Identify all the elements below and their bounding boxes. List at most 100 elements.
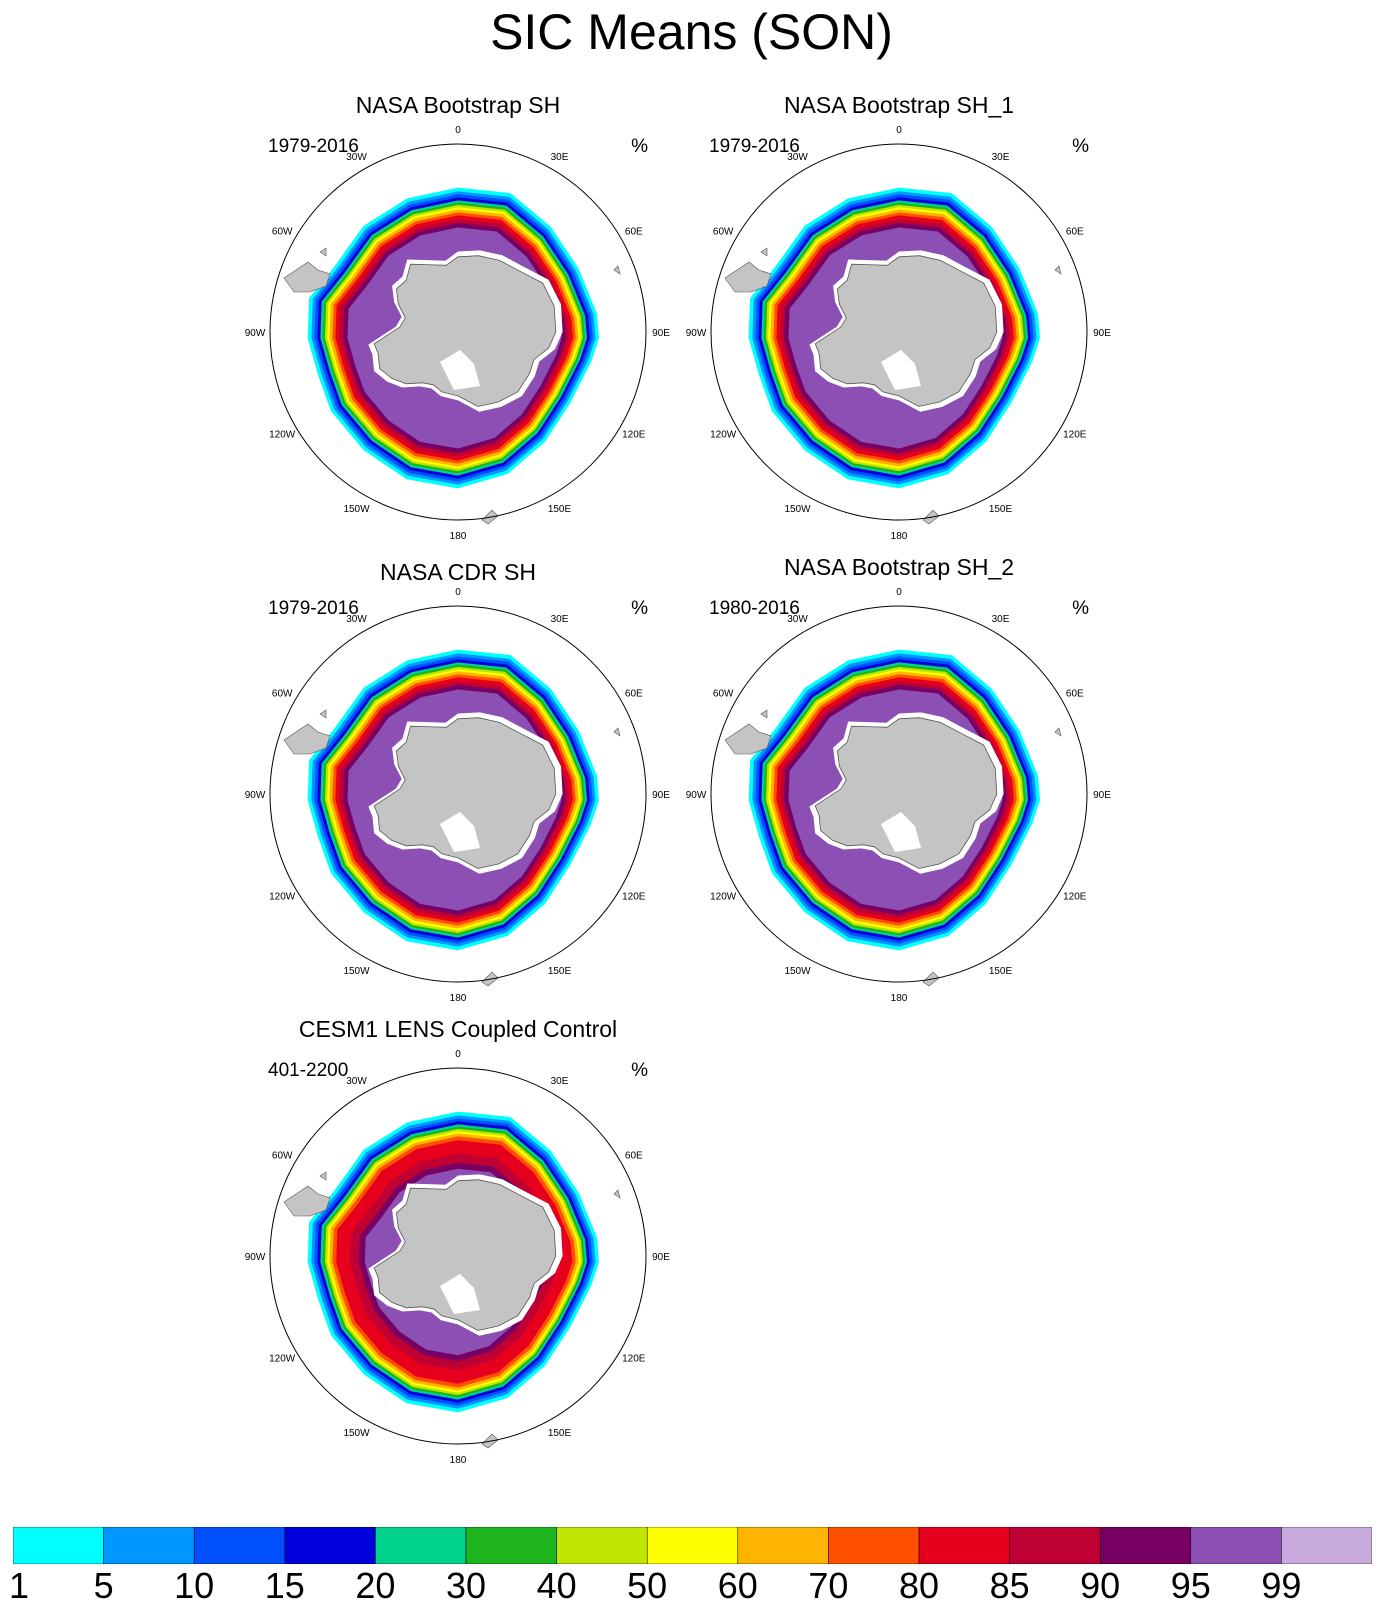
- colorbar-tick-label: 99: [1261, 1565, 1302, 1606]
- colorbar-tick-label: 80: [898, 1565, 940, 1606]
- longitude-label: 30E: [992, 152, 1010, 163]
- longitude-label: 60E: [1066, 689, 1084, 700]
- longitude-label: 120E: [622, 1354, 646, 1365]
- antarctica-landmass: [814, 255, 998, 407]
- panel-unit: %: [631, 598, 648, 619]
- kerguelen-island: [613, 727, 621, 737]
- longitude-label: 30W: [346, 1076, 367, 1087]
- colorbar-tick-label: 1: [8, 1565, 30, 1606]
- colorbar-box: [556, 1527, 648, 1564]
- longitude-label: 90W: [245, 1252, 266, 1263]
- longitude-label: 150E: [989, 966, 1013, 977]
- longitude-label: 150E: [548, 1428, 572, 1439]
- longitude-label: 150W: [343, 966, 370, 977]
- falkland-islands: [319, 1171, 327, 1181]
- antarctica-landmass: [373, 255, 557, 407]
- longitude-label: 150W: [784, 504, 811, 515]
- longitude-label: 180: [450, 993, 467, 1004]
- longitude-label: 0: [896, 125, 902, 136]
- longitude-label: 0: [455, 125, 461, 136]
- longitude-label: 90E: [652, 328, 670, 339]
- colorbar-box: [193, 1527, 286, 1564]
- ross-ice-shelf: [881, 812, 921, 852]
- panel-unit: %: [1072, 136, 1089, 157]
- map-boundary: [269, 143, 647, 521]
- colorbar-tick-label: 70: [808, 1565, 849, 1606]
- colorbar-labels: 1 5 10 15 20 30 40 50 60 70 80 85 90 95 99: [0, 1566, 1383, 1609]
- panel-title: CESM1 LENS Coupled Control: [298, 1016, 618, 1042]
- colorbar-box: [1099, 1527, 1192, 1564]
- polar-map: 0 30E 60E 90E 120E 150E 180 150W 120W 90W 60W 30W: [245, 587, 671, 1004]
- longitude-label: 120E: [622, 430, 646, 441]
- colorbar-tick-label: 90: [1080, 1565, 1121, 1606]
- panel-unit: %: [631, 136, 648, 157]
- kerguelen-island: [613, 265, 621, 275]
- colorbar-tick-label: 95: [1170, 1565, 1211, 1606]
- ross-ice-shelf: [440, 1274, 480, 1314]
- colorbar-tick-label: 85: [989, 1565, 1030, 1606]
- panel-unit: %: [631, 1060, 648, 1081]
- longitude-label: 0: [455, 587, 461, 598]
- longitude-label: 60E: [1066, 227, 1084, 238]
- panel-title: NASA Bootstrap SH_1: [783, 92, 1015, 118]
- polar-map: 0 30E 60E 90E 120E 150E 180 150W 120W 90W 60W 30W: [686, 125, 1112, 542]
- longitude-label: 120W: [269, 1354, 296, 1365]
- map-panel-nasa-cdr-sh: NASA CDR SH 1979-2016 % 0 30E 60E 90E 120E 15…: [245, 554, 671, 1024]
- longitude-label: 60W: [713, 227, 734, 238]
- panel-period: 1979-2016: [709, 136, 800, 157]
- colorbar-tick-label: 15: [264, 1565, 305, 1606]
- ross-ice-shelf: [881, 350, 921, 390]
- longitude-label: 30W: [346, 614, 367, 625]
- colorbar-tick-label: 40: [536, 1565, 577, 1606]
- map-panel-nasa-bootstrap-sh: NASA Bootstrap SH 1979-2016 % 0 30E 60E 90E…: [245, 92, 671, 562]
- longitude-label: 120E: [622, 892, 646, 903]
- map-boundary: [269, 605, 647, 983]
- longitude-label: 90W: [686, 328, 707, 339]
- map-boundary: [269, 1067, 647, 1445]
- longitude-label: 30W: [346, 152, 367, 163]
- longitude-label: 0: [455, 1049, 461, 1060]
- longitude-label: 30E: [551, 152, 569, 163]
- colorbar-box: [375, 1527, 467, 1564]
- longitude-label: 120W: [710, 892, 737, 903]
- colorbar-tick-label: 50: [627, 1565, 668, 1606]
- south-america-landmass: [724, 261, 772, 293]
- longitude-label: 180: [450, 1455, 467, 1466]
- map-panel-nasa-bootstrap-sh-1: NASA Bootstrap SH_1 1979-2016 % 0 30E 60E 9…: [686, 92, 1112, 562]
- panel-period: 401-2200: [268, 1060, 349, 1081]
- longitude-label: 90E: [652, 1252, 670, 1263]
- colorbar-tick-label: 5: [93, 1565, 114, 1606]
- longitude-label: 90W: [686, 790, 707, 801]
- polar-map: 0 30E 60E 90E 120E 150E 180 150W 120W 90W 60W 30W: [245, 1049, 671, 1466]
- longitude-label: 120E: [1063, 430, 1087, 441]
- longitude-label: 90E: [652, 790, 670, 801]
- longitude-label: 120W: [269, 892, 296, 903]
- longitude-label: 150E: [548, 966, 572, 977]
- colorbar-box: [646, 1527, 739, 1564]
- colorbar-box: [103, 1527, 195, 1564]
- longitude-label: 150E: [989, 504, 1013, 515]
- longitude-label: 120W: [269, 430, 296, 441]
- longitude-label: 30W: [787, 614, 808, 625]
- colorbar-box: [828, 1527, 920, 1564]
- page-title: SIC Means (SON): [490, 4, 893, 60]
- ross-ice-shelf: [440, 812, 480, 852]
- panel-period: 1979-2016: [268, 598, 359, 619]
- colorbar-tick-label: 10: [174, 1565, 215, 1606]
- kerguelen-island: [1054, 265, 1062, 275]
- longitude-label: 30W: [787, 152, 808, 163]
- longitude-label: 60E: [625, 689, 643, 700]
- colorbar-box: [1281, 1527, 1372, 1564]
- longitude-label: 180: [891, 993, 908, 1004]
- longitude-label: 30E: [992, 614, 1010, 625]
- longitude-label: 90W: [245, 328, 266, 339]
- falkland-islands: [319, 709, 327, 719]
- longitude-label: 120E: [1063, 892, 1087, 903]
- antarctica-landmass: [814, 717, 998, 869]
- longitude-label: 90W: [245, 790, 266, 801]
- longitude-label: 60W: [272, 1151, 293, 1162]
- colorbar-box: [918, 1527, 1010, 1564]
- longitude-label: 90E: [1093, 790, 1111, 801]
- polar-map: 0 30E 60E 90E 120E 150E 180 150W 120W 90W 60W 30W: [245, 125, 671, 542]
- longitude-label: 90E: [1093, 328, 1111, 339]
